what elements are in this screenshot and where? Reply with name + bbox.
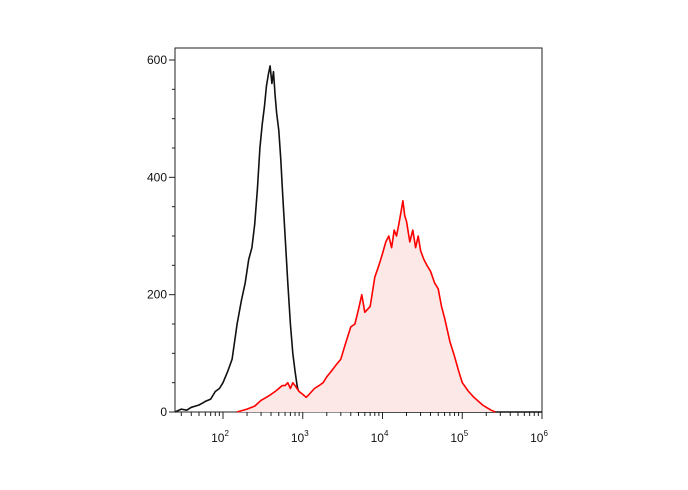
- x-tick-base: 10: [450, 431, 464, 445]
- x-tick-label: 106: [530, 429, 548, 445]
- minor-ticks: [172, 88, 539, 416]
- x-tick-label: 104: [371, 429, 389, 445]
- x-tick-label: 103: [291, 429, 309, 445]
- x-tick-base: 10: [211, 431, 225, 445]
- x-tick-label: 105: [450, 429, 468, 445]
- y-axis: 0 200 400 600: [147, 53, 175, 419]
- x-tick-exponent: 6: [543, 429, 548, 438]
- x-tick-exponent: 2: [224, 429, 229, 438]
- series-1-line: [236, 200, 496, 413]
- x-tick-label: 102: [211, 429, 229, 445]
- x-tick-exponent: 5: [464, 429, 469, 438]
- y-tick-label: 600: [147, 53, 167, 67]
- series-layer: [174, 65, 542, 413]
- series-1-area: [237, 200, 496, 412]
- x-tick-base: 10: [530, 431, 544, 445]
- y-tick-label: 0: [160, 405, 167, 419]
- y-tick-label: 200: [147, 288, 167, 302]
- x-tick-base: 10: [371, 431, 385, 445]
- x-tick-base: 10: [291, 431, 305, 445]
- x-tick-exponent: 3: [304, 429, 309, 438]
- x-axis: 102 103 104 105 106: [211, 412, 548, 445]
- y-tick-label: 400: [147, 170, 167, 184]
- x-tick-exponent: 4: [384, 429, 389, 438]
